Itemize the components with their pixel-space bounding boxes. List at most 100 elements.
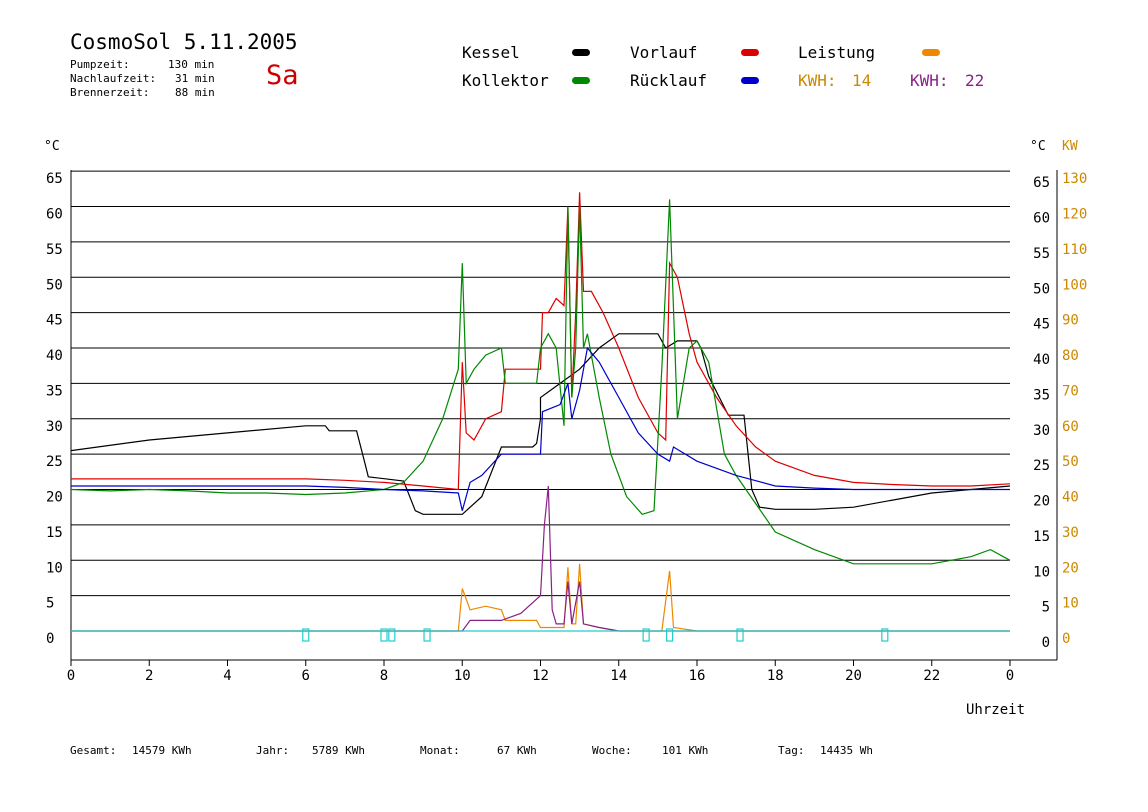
weekday-label: Sa (266, 60, 299, 91)
x-axis-label: Uhrzeit (966, 702, 1025, 718)
footer-monat-label: Monat: (420, 744, 460, 757)
y-tick-label-left: 5 (46, 596, 54, 612)
legend-kessel-swatch (572, 49, 590, 56)
y-tick-label-right: 25 (1033, 458, 1050, 474)
x-tick-label: 0 (1006, 668, 1014, 684)
series-line-r-cklauf (71, 346, 1010, 511)
chart-series (70, 192, 1011, 642)
pump-marker (642, 628, 650, 642)
footer-gesamt-value: 14579 KWh (132, 744, 192, 757)
footer-tag-value: 14435 Wh (820, 744, 873, 757)
pump-marker (666, 628, 674, 642)
series-line-kessel (70, 333, 1011, 515)
y-tick-label-right: 60 (1033, 211, 1050, 227)
y-tick-label-left: 0 (46, 631, 54, 647)
pump-marker (881, 628, 889, 642)
pump-marker (380, 628, 388, 642)
legend-ruecklauf-swatch (741, 77, 759, 84)
legend-leistung-swatch (922, 49, 940, 56)
y2-tick-label: 130 (1062, 171, 1087, 187)
legend-vorlauf: Vorlauf (630, 43, 698, 62)
legend-kwh2-value: 22 (965, 71, 985, 90)
y2-tick-label: 10 (1062, 596, 1079, 612)
x-tick-label: 18 (767, 668, 784, 684)
footer-monat-value: 67 KWh (497, 744, 537, 757)
legend-kessel: Kessel (462, 43, 520, 62)
y-tick-label-right: 45 (1033, 317, 1050, 333)
x-tick-label: 10 (454, 668, 471, 684)
x-tick-label: 8 (380, 668, 388, 684)
y2-tick-label: 20 (1062, 560, 1079, 576)
y-tick-label-right: 10 (1033, 564, 1050, 580)
y-tick-label-left: 25 (46, 454, 63, 470)
y2-tick-label: 80 (1062, 348, 1079, 364)
chart-grid (71, 170, 1010, 597)
x-tick-label: 6 (302, 668, 310, 684)
stat-brenner-value: 88 min (175, 86, 215, 99)
y2-tick-label: 120 (1062, 207, 1087, 223)
x-tick-label: 14 (610, 668, 627, 684)
footer-jahr-value: 5789 KWh (312, 744, 365, 757)
y-tick-label-left: 20 (46, 490, 63, 506)
stat-brenner-label: Brennerzeit: (70, 86, 150, 99)
pump-marker (302, 628, 310, 642)
y-tick-label-left: 35 (46, 383, 63, 399)
y-axis-label-right-temp: °C (1030, 139, 1046, 154)
series-line-kwh-22 (71, 485, 1010, 632)
legend-vorlauf-swatch (741, 49, 759, 56)
footer-tag-label: Tag: (778, 744, 805, 757)
y-tick-label-left: 65 (46, 171, 63, 187)
legend-kollektor-swatch (572, 77, 590, 84)
y-tick-label-right: 35 (1033, 387, 1050, 403)
pump-marker (736, 628, 744, 642)
x-tick-label: 16 (689, 668, 706, 684)
y-tick-label-left: 55 (46, 242, 63, 258)
y2-tick-label: 100 (1062, 277, 1087, 293)
footer-woche-value: 101 KWh (662, 744, 709, 757)
x-tick-label: 2 (145, 668, 153, 684)
y-tick-label-right: 20 (1033, 494, 1050, 510)
pump-marker (388, 628, 396, 642)
y2-tick-label: 0 (1062, 631, 1070, 647)
legend-ruecklauf: Rücklauf (630, 71, 708, 90)
stat-pumpzeit-label: Pumpzeit: (70, 58, 130, 71)
y-tick-label-right: 5 (1042, 600, 1050, 616)
x-tick-label: 0 (67, 668, 75, 684)
pump-marker (423, 628, 431, 642)
y-axis-label-left: °C (44, 139, 60, 154)
y-tick-label-left: 50 (46, 277, 63, 293)
x-tick-label: 22 (923, 668, 940, 684)
y-tick-label-right: 15 (1033, 529, 1050, 545)
y-tick-label-right: 50 (1033, 281, 1050, 297)
legend-leistung: Leistung (798, 43, 876, 62)
y-tick-label-right: 55 (1033, 246, 1050, 262)
y2-tick-label: 70 (1062, 383, 1079, 399)
y-tick-label-left: 60 (46, 207, 63, 223)
footer-gesamt-label: Gesamt: (70, 744, 117, 757)
stat-nachlauf-value: 31 min (175, 72, 215, 85)
legend-kwh1-label: KWH: (798, 71, 837, 90)
y2-tick-label: 90 (1062, 313, 1079, 329)
y-tick-label-left: 15 (46, 525, 63, 541)
y-axis-label-right-power: KW (1062, 139, 1078, 154)
y2-tick-label: 30 (1062, 525, 1079, 541)
y-tick-label-left: 30 (46, 419, 63, 435)
x-tick-label: 20 (845, 668, 862, 684)
y2-tick-label: 40 (1062, 490, 1079, 506)
y-tick-label-right: 65 (1033, 175, 1050, 191)
series-line-leistung (71, 563, 1010, 632)
y-tick-label-right: 40 (1033, 352, 1050, 368)
y-tick-label-left: 10 (46, 560, 63, 576)
x-tick-label: 12 (532, 668, 549, 684)
stat-pumpzeit-value: 130 min (168, 58, 215, 71)
legend-kwh2-label: KWH: (910, 71, 949, 90)
page-title: CosmoSol 5.11.2005 (70, 30, 298, 54)
y2-tick-label: 110 (1062, 242, 1087, 258)
y-tick-label-left: 45 (46, 313, 63, 329)
y2-tick-label: 50 (1062, 454, 1079, 470)
series-line-kollektor (70, 199, 1011, 565)
x-tick-label: 4 (223, 668, 231, 684)
y2-tick-label: 60 (1062, 419, 1079, 435)
